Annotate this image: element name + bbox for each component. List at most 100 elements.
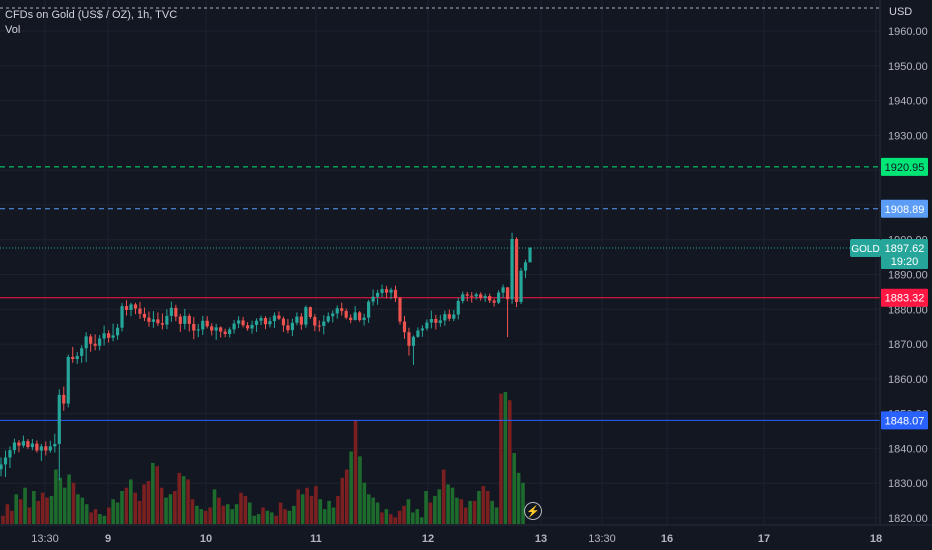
- candle-body: [340, 308, 344, 312]
- volume-bar: [173, 491, 177, 524]
- candle-body: [48, 446, 52, 451]
- candle-body: [519, 270, 523, 302]
- candle-body: [17, 442, 21, 446]
- volume-bar: [243, 495, 248, 524]
- volume-bar: [18, 499, 23, 524]
- volume-bar: [327, 500, 331, 524]
- volume-bar: [151, 462, 155, 524]
- volume-bar: [32, 491, 36, 524]
- volume-bar: [349, 451, 353, 524]
- volume-bar: [5, 504, 10, 524]
- candle-body: [523, 262, 528, 271]
- volume-bar: [362, 482, 367, 524]
- candle-body: [349, 317, 353, 321]
- candle-body: [304, 307, 308, 325]
- candle-body: [201, 320, 205, 330]
- candle-body: [367, 301, 371, 318]
- volume-legend[interactable]: Vol: [5, 24, 21, 36]
- volume-bar: [490, 500, 494, 524]
- volume-bar: [71, 482, 76, 524]
- candle-body: [501, 287, 505, 293]
- currency-label[interactable]: USD: [889, 6, 913, 18]
- time-axis[interactable]: 13:30 9 10 11 12 13 13:30 16 17 18: [31, 533, 882, 545]
- volume-bar: [40, 492, 45, 524]
- lightning-icon[interactable]: ⚡: [524, 502, 542, 520]
- candle-body: [331, 313, 335, 317]
- candle-body: [514, 239, 519, 302]
- volume-bar: [247, 502, 252, 524]
- candle-body: [456, 300, 460, 315]
- volume-bar: [159, 487, 164, 524]
- candle-body: [183, 315, 187, 324]
- volume-bar: [225, 504, 230, 524]
- last-price-value: 1897.62: [885, 243, 925, 255]
- price-axis[interactable]: 1820.001830.001840.001850.001860.001870.…: [888, 26, 928, 525]
- volume-bar: [278, 502, 283, 524]
- candle-body: [57, 394, 61, 444]
- candle-body: [250, 324, 254, 329]
- candle-body: [53, 443, 57, 447]
- candle-body: [66, 356, 70, 404]
- candle-body: [84, 336, 88, 349]
- candle-body: [497, 292, 501, 303]
- volume-bar: [142, 484, 146, 524]
- price-line-label-bg: [881, 157, 928, 176]
- candle-body: [389, 289, 393, 293]
- volume-bar: [45, 497, 49, 524]
- candle-body: [39, 446, 43, 451]
- candle-body: [380, 289, 384, 293]
- time-tick-label: 10: [200, 533, 212, 545]
- price-tick-label: 1960.00: [888, 26, 928, 38]
- candle-body: [483, 296, 487, 298]
- candle-body: [44, 446, 48, 451]
- candle-body: [187, 315, 191, 324]
- volume-bar: [300, 494, 305, 524]
- candle-body: [115, 327, 120, 336]
- candle-body: [268, 321, 272, 325]
- volume-bar: [419, 517, 424, 524]
- chart-legend: CFDs on Gold (US$ / OZ), 1h, TVC Vol: [5, 8, 177, 38]
- volume-bar: [239, 492, 243, 524]
- volume-bar: [102, 515, 107, 524]
- volume-bar: [406, 499, 411, 524]
- price-tick-label: 1890.00: [888, 270, 928, 282]
- candle-body: [93, 343, 97, 346]
- candle-body: [488, 296, 492, 301]
- symbol-tag-bg: [850, 238, 881, 257]
- candle-body: [228, 329, 232, 334]
- candle-body: [111, 335, 115, 338]
- candle-body: [241, 320, 245, 326]
- volume-bar: [397, 510, 402, 524]
- volume-bar: [353, 420, 358, 524]
- volume-bar: [98, 514, 102, 524]
- candle-body: [205, 320, 209, 327]
- volume-bar: [58, 477, 63, 524]
- volume-bar: [265, 510, 270, 524]
- candle-body: [71, 356, 75, 360]
- candle-body: [89, 336, 93, 344]
- volume-bar: [177, 472, 182, 524]
- volume-bar: [521, 482, 525, 524]
- candle-body: [290, 322, 294, 331]
- volume-bar: [133, 492, 138, 524]
- candle-body: [411, 336, 416, 346]
- horizontal-lines[interactable]: [0, 7, 880, 421]
- volume-bar: [433, 495, 437, 524]
- last-price-label-bg: [881, 238, 928, 269]
- symbol-title[interactable]: CFDs on Gold (US$ / OZ), 1h, TVC: [5, 9, 178, 21]
- candle-body: [232, 323, 236, 330]
- volume-bar: [283, 509, 287, 524]
- candle-body: [474, 294, 478, 297]
- volume-bar: [512, 453, 516, 524]
- volume-bar: [137, 500, 142, 524]
- volume-bar: [230, 509, 234, 524]
- volume-bar: [221, 505, 226, 524]
- volume-bar: [371, 497, 375, 524]
- volume-bar: [128, 479, 133, 524]
- volume-bar: [190, 499, 195, 524]
- time-tick-label: 13:30: [588, 533, 616, 545]
- candle-body: [196, 329, 200, 331]
- volume-bar: [468, 500, 472, 524]
